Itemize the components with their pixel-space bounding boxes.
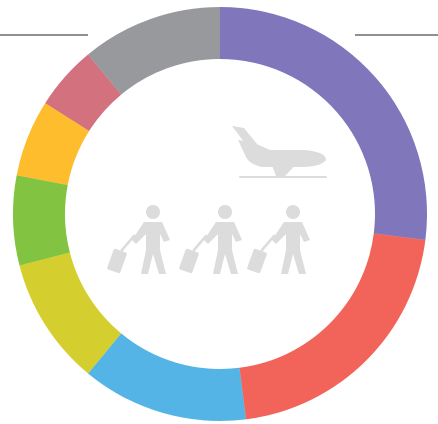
suitcase bbox=[179, 248, 199, 274]
donut-segment bbox=[45, 54, 122, 131]
head bbox=[146, 205, 160, 219]
donut bbox=[12, 7, 427, 421]
body bbox=[204, 222, 242, 274]
donut-segment bbox=[19, 252, 122, 374]
travelers-icon bbox=[107, 205, 310, 274]
body bbox=[272, 222, 310, 274]
donut-segment bbox=[16, 103, 90, 185]
head bbox=[218, 205, 232, 219]
donut-segment bbox=[239, 233, 426, 420]
handle bbox=[260, 234, 276, 252]
donut-segment bbox=[88, 7, 220, 95]
suitcase bbox=[107, 248, 127, 274]
donut-segment bbox=[88, 333, 246, 421]
head bbox=[286, 205, 300, 219]
airplane-icon bbox=[232, 126, 327, 178]
body bbox=[132, 222, 170, 274]
handle bbox=[192, 234, 208, 252]
donut-segment bbox=[12, 175, 70, 266]
donut-segment bbox=[220, 7, 427, 240]
suitcase bbox=[247, 248, 267, 274]
handle bbox=[120, 234, 136, 252]
